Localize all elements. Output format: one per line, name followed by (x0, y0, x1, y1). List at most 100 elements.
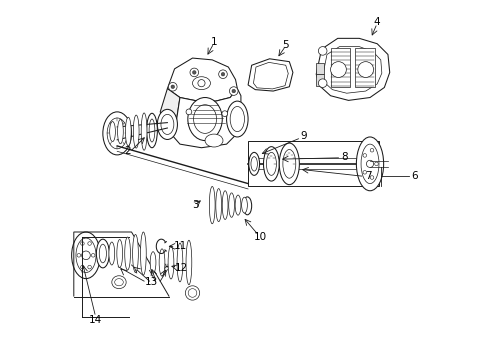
Ellipse shape (112, 276, 126, 289)
Ellipse shape (230, 107, 244, 132)
Ellipse shape (109, 122, 115, 141)
Ellipse shape (228, 193, 234, 217)
Circle shape (198, 80, 204, 87)
Circle shape (91, 253, 95, 257)
Ellipse shape (99, 244, 106, 263)
Polygon shape (316, 63, 324, 74)
Ellipse shape (266, 152, 276, 175)
Ellipse shape (72, 232, 100, 279)
Ellipse shape (109, 242, 115, 265)
Ellipse shape (76, 238, 96, 273)
Bar (330, 48, 349, 87)
Circle shape (318, 79, 326, 87)
Ellipse shape (357, 62, 373, 77)
Ellipse shape (360, 144, 378, 184)
Ellipse shape (204, 134, 223, 147)
Ellipse shape (117, 239, 122, 267)
Circle shape (190, 68, 198, 77)
Circle shape (221, 72, 224, 76)
Polygon shape (167, 58, 237, 101)
Ellipse shape (102, 112, 131, 155)
Text: 10: 10 (254, 232, 266, 242)
Ellipse shape (235, 195, 241, 215)
Text: 2: 2 (124, 146, 131, 156)
Text: 11: 11 (174, 241, 187, 251)
Circle shape (81, 265, 84, 269)
Ellipse shape (149, 119, 155, 142)
Polygon shape (160, 89, 180, 130)
Circle shape (369, 148, 373, 152)
Polygon shape (247, 59, 292, 91)
Ellipse shape (226, 101, 247, 137)
Ellipse shape (279, 143, 299, 185)
Circle shape (318, 46, 326, 55)
Ellipse shape (243, 197, 251, 215)
Ellipse shape (161, 114, 174, 134)
Ellipse shape (125, 117, 131, 146)
Ellipse shape (185, 286, 199, 300)
Text: 6: 6 (411, 171, 417, 181)
Circle shape (229, 87, 238, 95)
Circle shape (192, 71, 196, 74)
Polygon shape (167, 89, 241, 148)
Polygon shape (316, 39, 389, 100)
Circle shape (362, 154, 366, 157)
Ellipse shape (141, 113, 147, 150)
Ellipse shape (192, 77, 210, 90)
Text: 13: 13 (144, 277, 158, 287)
Ellipse shape (241, 197, 247, 213)
Circle shape (81, 242, 84, 245)
Text: 1: 1 (210, 37, 217, 47)
Text: 9: 9 (300, 131, 306, 141)
Ellipse shape (132, 234, 138, 273)
Ellipse shape (330, 62, 346, 77)
Text: 4: 4 (373, 17, 380, 27)
Ellipse shape (282, 149, 295, 178)
Circle shape (171, 85, 174, 89)
Text: 3: 3 (191, 200, 198, 210)
Circle shape (222, 111, 227, 117)
Circle shape (168, 82, 177, 91)
Circle shape (160, 263, 165, 269)
Ellipse shape (209, 186, 215, 224)
Ellipse shape (187, 98, 222, 140)
Text: 5: 5 (282, 40, 288, 50)
Text: 12: 12 (175, 263, 188, 273)
Text: 14: 14 (89, 315, 102, 325)
Circle shape (374, 162, 378, 166)
Circle shape (369, 176, 373, 179)
Ellipse shape (150, 252, 156, 273)
Ellipse shape (133, 115, 139, 148)
Ellipse shape (124, 237, 130, 270)
Ellipse shape (159, 249, 164, 276)
Circle shape (81, 251, 90, 260)
Ellipse shape (185, 240, 191, 285)
Circle shape (88, 265, 91, 269)
Ellipse shape (96, 239, 109, 268)
Ellipse shape (140, 232, 146, 275)
Circle shape (218, 70, 227, 78)
Circle shape (362, 171, 366, 174)
Circle shape (185, 109, 191, 115)
Circle shape (231, 89, 235, 93)
Ellipse shape (250, 157, 257, 171)
Polygon shape (316, 74, 324, 86)
Ellipse shape (193, 105, 216, 134)
Ellipse shape (115, 279, 123, 286)
Text: 7: 7 (364, 171, 371, 181)
Text: 8: 8 (341, 152, 347, 162)
Ellipse shape (157, 109, 177, 139)
Circle shape (88, 242, 91, 245)
Circle shape (77, 253, 81, 257)
Ellipse shape (107, 118, 127, 149)
Ellipse shape (117, 120, 123, 144)
Ellipse shape (188, 289, 196, 297)
Bar (354, 48, 374, 87)
Ellipse shape (146, 113, 157, 148)
Ellipse shape (356, 137, 383, 191)
Ellipse shape (177, 243, 183, 282)
Ellipse shape (222, 191, 227, 220)
Ellipse shape (263, 147, 279, 181)
Bar (247, 141, 378, 186)
Ellipse shape (366, 160, 373, 167)
